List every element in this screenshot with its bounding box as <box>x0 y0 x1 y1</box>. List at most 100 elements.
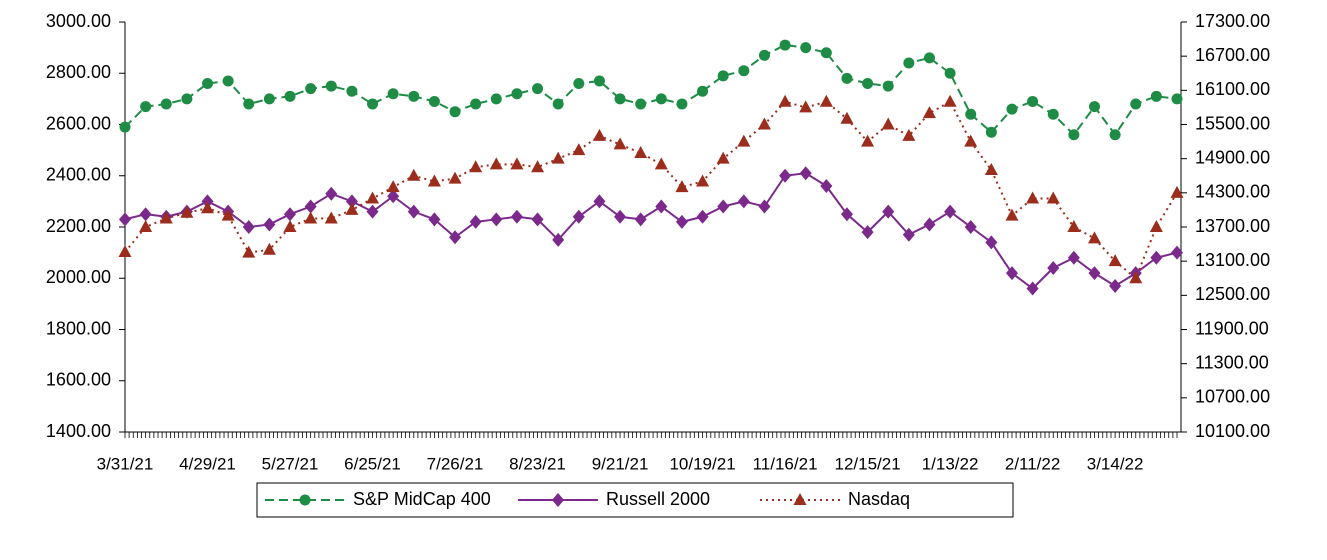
data-point <box>655 199 668 214</box>
data-point <box>800 42 812 54</box>
data-point <box>614 209 627 224</box>
data-point <box>943 94 957 107</box>
y-tick-label: 2400.00 <box>46 165 111 185</box>
data-point <box>1005 266 1018 281</box>
y-tick-label: 1400.00 <box>46 421 111 441</box>
data-point <box>592 128 606 141</box>
y-tick-label: 2000.00 <box>46 267 111 287</box>
data-point <box>758 199 771 214</box>
x-tick-label: 8/23/21 <box>509 454 566 473</box>
y2-tick-label: 15500.00 <box>1195 113 1270 133</box>
y2-tick-label: 12500.00 <box>1195 284 1270 304</box>
data-point <box>407 168 421 181</box>
y2-tick-label: 13700.00 <box>1195 216 1270 236</box>
data-point <box>965 108 977 120</box>
data-point <box>572 209 585 224</box>
x-tick-label: 2/11/22 <box>1005 454 1060 473</box>
data-point <box>284 90 296 102</box>
data-point <box>1109 129 1121 141</box>
data-point <box>139 220 153 232</box>
data-point <box>861 134 875 147</box>
data-point <box>221 208 235 221</box>
data-point <box>140 101 152 113</box>
data-point <box>262 242 276 255</box>
data-point <box>964 220 977 234</box>
data-point <box>696 209 709 224</box>
data-point <box>944 204 957 219</box>
data-point <box>1108 254 1122 267</box>
y-tick-label: 2200.00 <box>46 216 111 236</box>
data-point <box>1067 220 1081 232</box>
data-point <box>449 230 462 245</box>
data-point <box>386 180 400 193</box>
data-point <box>1027 95 1039 107</box>
x-tick-label: 9/21/21 <box>592 454 649 473</box>
y2-tick-label: 16100.00 <box>1195 79 1270 99</box>
data-point <box>716 151 730 164</box>
data-point <box>593 75 605 87</box>
data-point <box>366 191 380 204</box>
data-point <box>345 202 359 215</box>
data-point <box>1067 250 1080 265</box>
data-point <box>613 137 627 150</box>
data-point <box>345 194 358 209</box>
data-point <box>118 245 132 258</box>
data-point <box>881 117 895 130</box>
data-point <box>1170 185 1184 198</box>
data-point <box>428 95 440 107</box>
data-point <box>593 194 606 209</box>
data-point <box>572 143 586 156</box>
data-point <box>119 212 131 227</box>
series-line <box>124 172 1178 290</box>
data-point <box>366 204 379 219</box>
y2-tick-label: 16700.00 <box>1195 45 1270 65</box>
data-point <box>449 106 461 118</box>
data-point <box>758 49 770 61</box>
x-tick-label: 4/29/21 <box>179 454 236 473</box>
data-point <box>202 78 214 89</box>
data-point <box>1068 129 1080 141</box>
data-point <box>820 47 832 59</box>
y2-tick-label: 14300.00 <box>1195 182 1270 202</box>
y2-tick-label: 11300.00 <box>1195 352 1269 372</box>
y-tick-label: 3000.00 <box>46 11 111 31</box>
y-tick-label: 2800.00 <box>46 62 111 82</box>
data-point <box>490 212 503 227</box>
data-point <box>428 212 441 227</box>
data-point <box>902 128 916 141</box>
data-point <box>1109 278 1122 293</box>
data-point <box>552 98 564 110</box>
x-tick-label: 3/31/21 <box>97 454 154 473</box>
data-point <box>634 145 648 158</box>
data-point <box>635 98 647 110</box>
data-point <box>510 157 524 170</box>
legend-marker <box>299 494 311 506</box>
data-point <box>819 94 833 107</box>
data-point <box>696 174 710 187</box>
x-tick-label: 3/14/22 <box>1087 454 1144 473</box>
data-point <box>448 171 462 184</box>
legend-label: Russell 2000 <box>606 489 710 509</box>
data-point <box>304 211 318 224</box>
data-point <box>119 121 131 133</box>
data-point <box>985 235 998 250</box>
data-point <box>985 126 997 138</box>
data-point <box>180 205 194 218</box>
data-point <box>387 189 400 204</box>
data-point <box>964 134 978 147</box>
data-point <box>944 67 956 79</box>
data-point <box>1026 281 1039 296</box>
data-point <box>675 180 689 193</box>
data-point <box>1130 98 1142 110</box>
y2-tick-label: 10100.00 <box>1195 421 1270 441</box>
legend-marker <box>552 493 564 507</box>
data-point <box>181 93 193 105</box>
data-point <box>757 117 771 130</box>
y-tick-label: 2600.00 <box>46 113 111 133</box>
data-point <box>552 232 565 247</box>
x-tick-label: 6/25/21 <box>344 454 401 473</box>
data-point <box>862 78 874 89</box>
data-point <box>263 93 275 105</box>
data-point <box>305 83 317 95</box>
data-point <box>469 160 483 173</box>
